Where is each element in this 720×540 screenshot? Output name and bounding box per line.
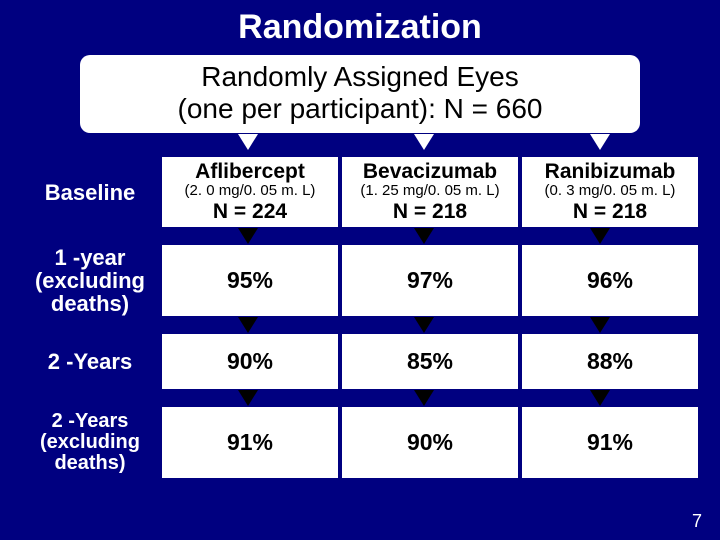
value-cell: 95% [162, 245, 338, 316]
drug-name: Bevacizumab [344, 160, 516, 183]
value-cell: 96% [522, 245, 698, 316]
col-aflibercept: Aflibercept (2. 0 mg/0. 05 m. L) N = 224 [162, 157, 338, 227]
drug-name: Ranibizumab [524, 160, 696, 183]
col-ranibizumab: Ranibizumab (0. 3 mg/0. 05 m. L) N = 218 [522, 157, 698, 227]
down-arrow-icon [590, 390, 610, 406]
value-cell: 91% [522, 407, 698, 478]
down-arrow-icon [590, 317, 610, 333]
down-arrow-icon [414, 134, 434, 150]
down-arrow-icon [590, 228, 610, 244]
banner-line2: (one per participant): N = 660 [178, 93, 543, 124]
header-cell: Bevacizumab (1. 25 mg/0. 05 m. L) N = 21… [342, 157, 518, 227]
row-label-1year: 1 -year (excluding deaths) [20, 245, 160, 316]
banner: Randomly Assigned Eyes (one per particip… [80, 55, 640, 133]
row-2years-excl: 2 -Years (excluding deaths) 91% 90% 91% [20, 407, 700, 478]
value-cell: 90% [342, 407, 518, 478]
value-cell: 85% [342, 334, 518, 389]
down-arrow-icon [414, 317, 434, 333]
row-label-2years-excl: 2 -Years (excluding deaths) [20, 407, 160, 478]
n-count: N = 218 [344, 200, 516, 223]
drug-dose: (1. 25 mg/0. 05 m. L) [344, 183, 516, 200]
header-cell: Ranibizumab (0. 3 mg/0. 05 m. L) N = 218 [522, 157, 698, 227]
value-cell: 88% [522, 334, 698, 389]
down-arrow-icon [238, 228, 258, 244]
value-cell: 97% [342, 245, 518, 316]
row-2years: 2 -Years 90% 85% 88% [20, 334, 700, 389]
down-arrow-icon [414, 228, 434, 244]
row-baseline: Baseline Aflibercept (2. 0 mg/0. 05 m. L… [20, 157, 700, 227]
arrow-row [160, 316, 700, 334]
slide: Randomization Randomly Assigned Eyes (on… [0, 0, 720, 540]
down-arrow-icon [590, 134, 610, 150]
col-bevacizumab: Bevacizumab (1. 25 mg/0. 05 m. L) N = 21… [342, 157, 518, 227]
n-count: N = 218 [524, 200, 696, 223]
data-grid: Baseline Aflibercept (2. 0 mg/0. 05 m. L… [20, 157, 700, 478]
drug-name: Aflibercept [164, 160, 336, 183]
n-count: N = 224 [164, 200, 336, 223]
banner-line1: Randomly Assigned Eyes [201, 61, 519, 92]
row-label-2years: 2 -Years [20, 334, 160, 389]
drug-dose: (0. 3 mg/0. 05 m. L) [524, 183, 696, 200]
arrow-row-top [160, 133, 700, 151]
row-1year: 1 -year (excluding deaths) 95% 97% 96% [20, 245, 700, 316]
page-number: 7 [692, 511, 702, 532]
header-cell: Aflibercept (2. 0 mg/0. 05 m. L) N = 224 [162, 157, 338, 227]
drug-dose: (2. 0 mg/0. 05 m. L) [164, 183, 336, 200]
value-cell: 91% [162, 407, 338, 478]
down-arrow-icon [238, 317, 258, 333]
down-arrow-icon [414, 390, 434, 406]
down-arrow-icon [238, 134, 258, 150]
arrow-row [160, 389, 700, 407]
arrow-row [160, 227, 700, 245]
value-cell: 90% [162, 334, 338, 389]
down-arrow-icon [238, 390, 258, 406]
row-label-baseline: Baseline [20, 157, 160, 227]
slide-title: Randomization [20, 8, 700, 47]
